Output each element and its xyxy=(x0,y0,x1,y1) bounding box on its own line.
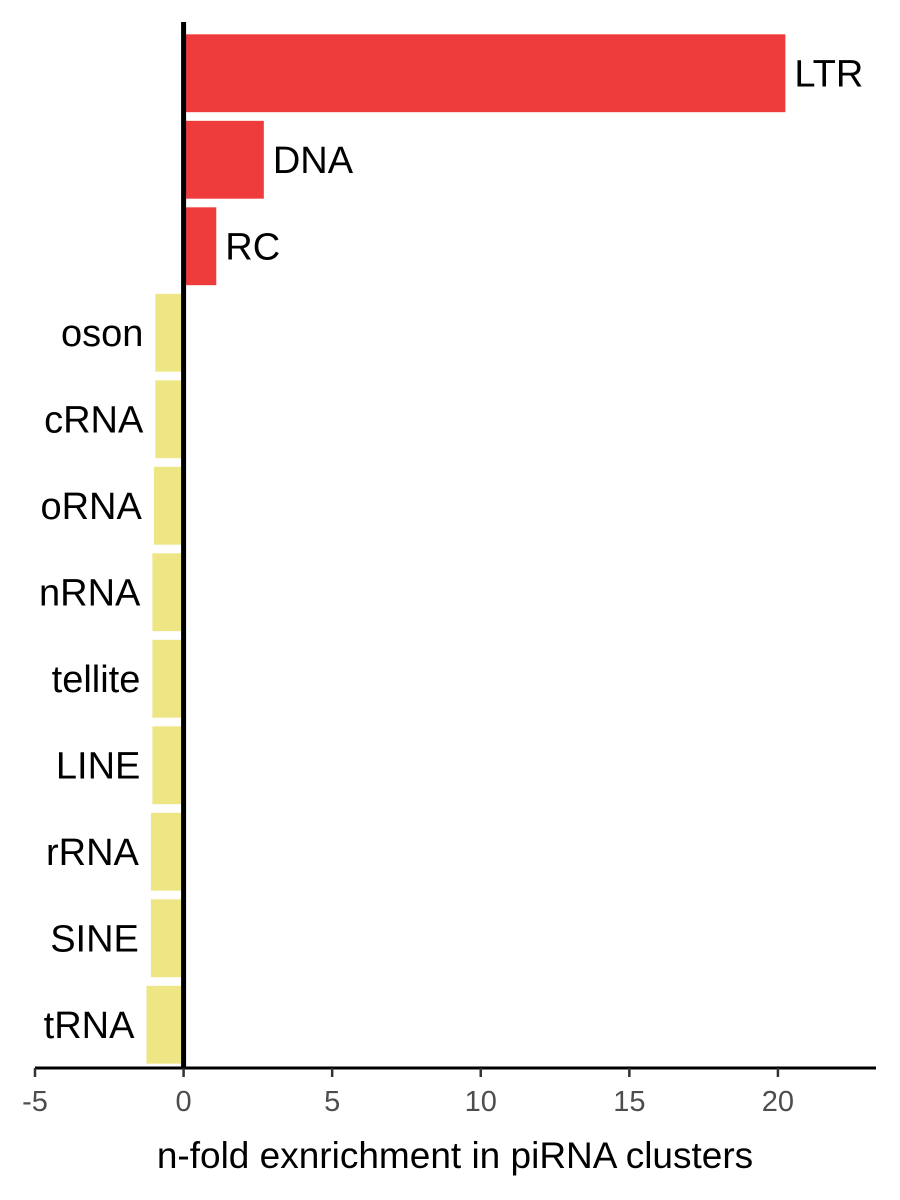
bar-6 xyxy=(152,553,184,632)
bar-8 xyxy=(152,726,184,805)
x-tick-label-0: -5 xyxy=(22,1086,48,1118)
x-axis-title: n-fold exnrichment in piRNA clusters xyxy=(157,1135,753,1176)
bar-label-6: nRNA xyxy=(39,572,141,614)
bar-label-10: SINE xyxy=(50,918,139,960)
x-tick-label-3: 10 xyxy=(465,1086,497,1118)
bar-label-7: tellite xyxy=(52,659,141,701)
bar-1 xyxy=(183,120,264,199)
bar-7 xyxy=(152,639,184,718)
bar-4 xyxy=(155,380,184,459)
bar-label-2: RC xyxy=(225,226,280,268)
bar-2 xyxy=(183,207,217,286)
bar-label-1: DNA xyxy=(273,140,354,182)
bar-label-5: oRNA xyxy=(40,486,142,528)
bar-0 xyxy=(183,34,786,113)
x-tick-label-2: 5 xyxy=(324,1086,340,1118)
bar-10 xyxy=(150,899,184,978)
bars-layer xyxy=(146,34,786,1064)
x-tick-label-5: 20 xyxy=(762,1086,794,1118)
bar-label-0: LTR xyxy=(794,53,863,95)
bar-label-3: oson xyxy=(61,313,143,355)
x-tick-label-4: 15 xyxy=(613,1086,645,1118)
bar-label-4: cRNA xyxy=(44,399,144,441)
bar-label-9: rRNA xyxy=(46,832,140,874)
bar-3 xyxy=(155,293,184,372)
bar-labels-layer: LTR DNA RC oson cRNA oRNA nRNA tellite LINE rRNA S… xyxy=(39,53,863,1047)
bar-11 xyxy=(146,985,184,1064)
axes-layer: -5 0 5 10 15 20 xyxy=(22,22,876,1118)
x-tick-label-1: 0 xyxy=(176,1086,192,1118)
bar-5 xyxy=(153,466,184,545)
bar-label-8: LINE xyxy=(56,745,140,787)
bar-label-11: tRNA xyxy=(44,1005,135,1047)
bar-9 xyxy=(150,812,184,891)
